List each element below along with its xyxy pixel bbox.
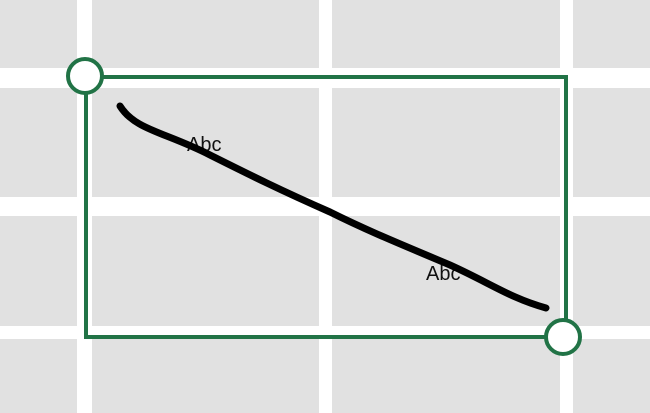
cell-r2-c3[interactable]	[573, 216, 650, 326]
cell-r3-c1[interactable]	[92, 339, 319, 413]
cell-r0-c0[interactable]	[0, 0, 77, 68]
selection-range[interactable]	[84, 75, 568, 339]
cell-r1-c1[interactable]	[92, 88, 319, 197]
cell-r3-c3[interactable]	[573, 339, 650, 413]
cell-r2-c0[interactable]	[0, 216, 77, 326]
cell-r0-c3[interactable]	[573, 0, 650, 68]
selection-handle-top-left-icon[interactable]	[66, 57, 104, 95]
ink-stroke	[116, 102, 550, 312]
cell-r2-c1[interactable]	[92, 216, 319, 326]
cell-r1-c0[interactable]	[0, 88, 77, 197]
cell-r3-c0[interactable]	[0, 339, 77, 413]
cell-r0-c2[interactable]	[332, 0, 560, 68]
cell-r1-c3[interactable]	[573, 88, 650, 197]
cell-r1-c2[interactable]	[332, 88, 560, 197]
selection-handle-bottom-right-icon[interactable]	[544, 318, 582, 356]
cell-r0-c1[interactable]	[92, 0, 319, 68]
cell-r3-c2[interactable]	[332, 339, 560, 413]
